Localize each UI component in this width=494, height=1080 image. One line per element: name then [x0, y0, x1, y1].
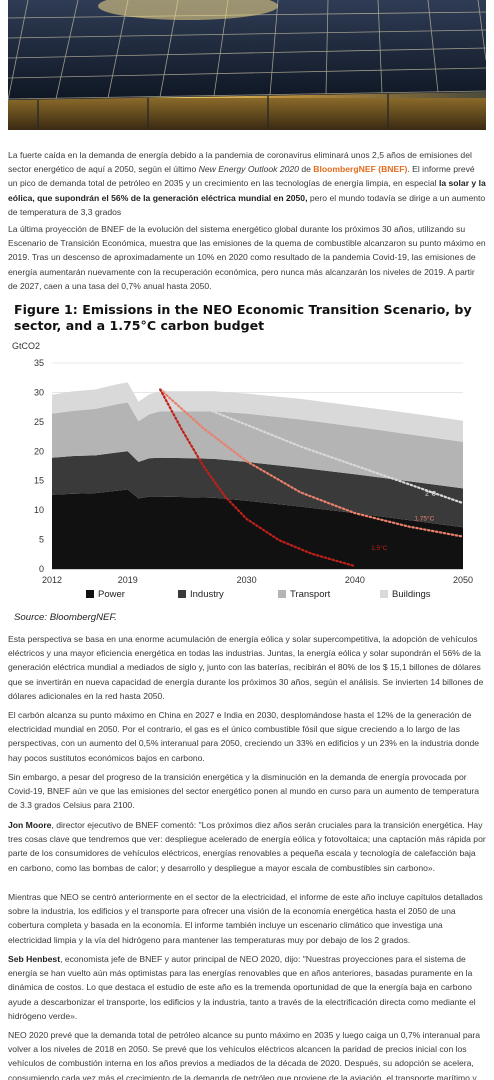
y-tick-label: 0	[39, 564, 44, 574]
pathway-line	[159, 388, 356, 568]
intro-highlight: la solar y la eólica, que supondrán el 5…	[8, 178, 486, 203]
legend-swatch	[278, 590, 286, 598]
intro-text-d: pero el mundo todavía se dirige a un aum…	[8, 192, 486, 217]
y-tick-label: 15	[34, 476, 44, 486]
body-paragraph-6: Jon Moore, director ejecutivo de BNEF co…	[8, 818, 486, 875]
area-buildings	[52, 382, 463, 442]
intro-paragraph-2: La última proyección de BNEF de la evolu…	[8, 224, 486, 291]
report-title-emphasis: New Energy Outlook 2020	[198, 164, 299, 175]
legend-label: Power	[98, 589, 125, 600]
body-paragraph-5: Sin embargo, a pesar del progreso de la …	[8, 772, 480, 811]
legend-label: Transport	[290, 589, 331, 600]
legend-swatch	[380, 590, 388, 598]
x-tick-label: 2019	[118, 575, 138, 585]
emissions-chart-svg: GtCO2 0 5 10 15 20 25 30 35 2012 2019 2030 2040 2050 2…	[12, 341, 473, 600]
y-tick-label: 30	[34, 387, 44, 397]
intro-text-c: . El informe prevé un pico de demanda to…	[8, 164, 475, 189]
body-paragraph-8: Seb Henbest, economista jefe de BNEF y a…	[8, 952, 486, 1023]
intro-text-a: La fuerte caída en la demanda de energía…	[8, 150, 472, 175]
y-tick-label: 25	[34, 417, 44, 427]
y-tick-label: 35	[34, 358, 44, 368]
pathway-label: 1.75°C	[414, 515, 434, 523]
legend-swatch	[178, 590, 186, 598]
bnef-link[interactable]: BloombergNEF (BNEF)	[313, 164, 408, 175]
x-tick-label: 2030	[237, 575, 257, 585]
pathway-line	[159, 388, 465, 538]
intro-text-b: de	[298, 164, 314, 175]
y-tick-label: 10	[34, 505, 44, 515]
area-industry	[52, 451, 463, 528]
body-paragraph-3: Esta perspectiva se basa en una enorme a…	[8, 634, 484, 701]
area-transport	[52, 402, 463, 489]
legend-label: Buildings	[392, 589, 431, 600]
y-tick-label: 20	[34, 446, 44, 456]
jon-moore-quote: , director ejecutivo de BNEF comentó: "L…	[8, 820, 486, 873]
legend-swatch	[86, 590, 94, 598]
pathway-label: 1.5°C	[371, 544, 388, 552]
pathway-label: 2°C	[425, 489, 436, 497]
figure-title: Figure 1: Emissions in the NEO Economic …	[14, 302, 472, 333]
jon-moore-name: Jon Moore	[8, 820, 52, 830]
figure-source: Source: BloombergNEF.	[14, 612, 117, 623]
body-paragraph-4: El carbón alcanza su punto máximo en Chi…	[8, 710, 480, 763]
solar-panel-field-photo-icon	[8, 0, 486, 130]
x-tick-label: 2040	[345, 575, 365, 585]
emissions-chart: GtCO2 0 5 10 15 20 25 30 35 2012 2019 2030 2040 2050 2…	[8, 337, 486, 609]
y-axis-label: GtCO2	[12, 341, 40, 351]
legend-label: Industry	[190, 589, 224, 600]
hero-image	[8, 0, 486, 130]
x-tick-label: 2012	[42, 575, 62, 585]
area-power	[52, 489, 463, 569]
seb-henbest-quote: , economista jefe de BNEF y autor princi…	[8, 954, 476, 1021]
pathway-line	[159, 388, 465, 505]
body-paragraph-7: Mientras que NEO se centró anteriormente…	[8, 892, 483, 945]
x-tick-label: 2050	[453, 575, 473, 585]
intro-paragraph-1: La fuerte caída en la demanda de energía…	[8, 148, 486, 219]
y-tick-label: 5	[39, 535, 44, 545]
seb-henbest-name: Seb Henbest	[8, 954, 61, 964]
body-paragraph-9: NEO 2020 prevé que la demanda total de p…	[8, 1030, 481, 1080]
